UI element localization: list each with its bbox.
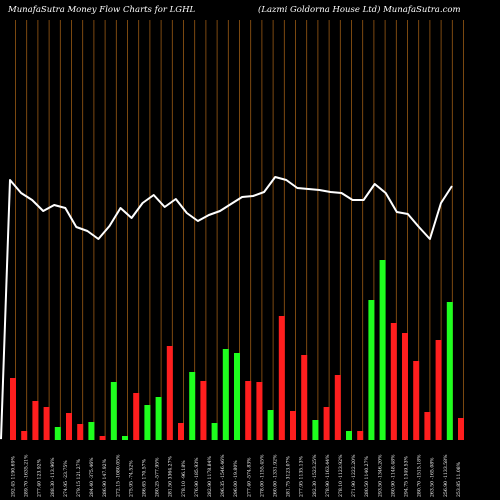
price-line-layer	[0, 176, 453, 440]
x-tick-label: 271.90 -1222.20%	[351, 454, 357, 497]
volume-bar	[178, 423, 184, 440]
volume-bar	[200, 381, 207, 440]
volume-bar	[379, 260, 386, 440]
volume-bar	[424, 412, 431, 440]
x-tick-label: 263.50 -165.08%	[430, 457, 436, 497]
volume-bar	[346, 431, 352, 440]
volume-bar	[166, 346, 173, 440]
volume-bar	[278, 316, 285, 440]
volume-bar	[88, 422, 95, 440]
x-tick-label: 280.70 -1515.18%	[417, 454, 423, 497]
x-tick-label: 277.40 123.92%	[37, 458, 43, 497]
x-tick-label: 260.00 -1331.92%	[273, 454, 279, 497]
x-tick-label: 296.35 -1546.46%	[220, 454, 226, 497]
chart-title-left: MunafaSutra Money Flow Charts for LGHL	[7, 5, 195, 15]
x-tick-label: 296.00 -19.80%	[233, 460, 239, 497]
volume-bar	[290, 411, 296, 440]
x-tick-label: 284.40 -375.46%	[89, 457, 95, 497]
volume-bar	[402, 333, 408, 440]
x-tick-label: 276.90 -185.93%	[194, 457, 200, 497]
x-tick-label: 278.00 -1155.45%	[259, 454, 265, 497]
x-tick-label: 275.95 -74.52%	[128, 460, 134, 497]
volume-bar	[99, 436, 106, 440]
volume-bar	[133, 393, 140, 440]
x-tick-label: 281.50 3364.27%	[168, 455, 174, 497]
price-line	[0, 176, 453, 440]
x-tick-label: 286.90 147.92%	[102, 458, 108, 497]
volume-bar	[189, 372, 196, 440]
volume-bar	[435, 340, 442, 440]
x-tick-label: 277.40 -574.83%	[246, 457, 252, 497]
volume-bars	[10, 260, 464, 440]
volume-bar	[323, 407, 330, 440]
volume-bar	[368, 300, 375, 440]
volume-bar	[413, 361, 420, 440]
x-tick-label: 278.90 -1163.44%	[325, 454, 331, 497]
x-tick-label: 280.90 -1148.48%	[390, 454, 396, 497]
x-axis-labels: 292.45 1190.69% 289.70 -1635.21% 277.40 12…	[11, 454, 462, 497]
x-tick-label: 292.45 1190.69%	[11, 455, 17, 497]
x-tick-label: 282.90 1178.84%	[207, 455, 213, 497]
x-tick-label: 280.50 1140.27%	[364, 455, 370, 497]
x-tick-label: 293.50 -1346.20%	[377, 454, 383, 497]
volume-bar	[256, 382, 263, 440]
volume-bar	[155, 397, 162, 440]
volume-bar	[10, 378, 16, 440]
volume-bar	[245, 381, 252, 440]
volume-bar	[267, 410, 274, 440]
x-tick-label: 286.65 170.57%	[142, 458, 148, 497]
x-tick-label: 279.15 121.27%	[76, 458, 82, 497]
volume-bar	[32, 401, 39, 440]
volume-bar	[458, 418, 464, 440]
volume-bar	[144, 405, 151, 440]
x-tick-label: 281.75 3123.07%	[286, 455, 292, 497]
volume-bar	[312, 420, 319, 440]
x-tick-label: 278.10 -96.18%	[181, 460, 187, 497]
volume-bar	[110, 382, 117, 440]
volume-bar	[234, 353, 240, 440]
x-tick-label: 288.30 -113.96%	[50, 457, 56, 497]
x-tick-label: 274.95 -23.75%	[63, 460, 69, 497]
x-tick-label: 272.15 -1080.05%	[115, 454, 121, 497]
volume-bar	[357, 431, 364, 440]
volume-bar	[390, 323, 397, 440]
x-tick-label: 289.70 -1635.21%	[24, 454, 30, 497]
volume-bar	[66, 413, 72, 440]
volume-bar	[54, 427, 61, 440]
volume-bar	[222, 349, 229, 440]
volume-bar	[21, 431, 28, 440]
x-tick-label: 282.30 -1523.25%	[312, 454, 318, 497]
x-tick-label: 253.85 11.08%	[456, 461, 462, 497]
volume-bar	[334, 375, 341, 440]
x-tick-label: 278.10 -1123.92%	[338, 454, 344, 497]
volume-bar	[77, 424, 84, 440]
volume-bar	[211, 423, 218, 440]
volume-bar	[446, 302, 453, 440]
x-tick-label: 277.95 1135.13%	[299, 455, 305, 497]
volume-bar	[122, 436, 128, 440]
x-tick-label: 294.75 1349.53%	[404, 455, 410, 497]
chart-title-right: (Lazmi Goldorna House Ltd) MunafaSutra.c…	[258, 4, 461, 15]
volume-bar	[301, 355, 308, 440]
x-tick-label: 256.90 -1133.58%	[443, 454, 449, 497]
volume-bar	[43, 407, 50, 440]
x-tick-label: 280.25 -577.95%	[155, 457, 161, 497]
